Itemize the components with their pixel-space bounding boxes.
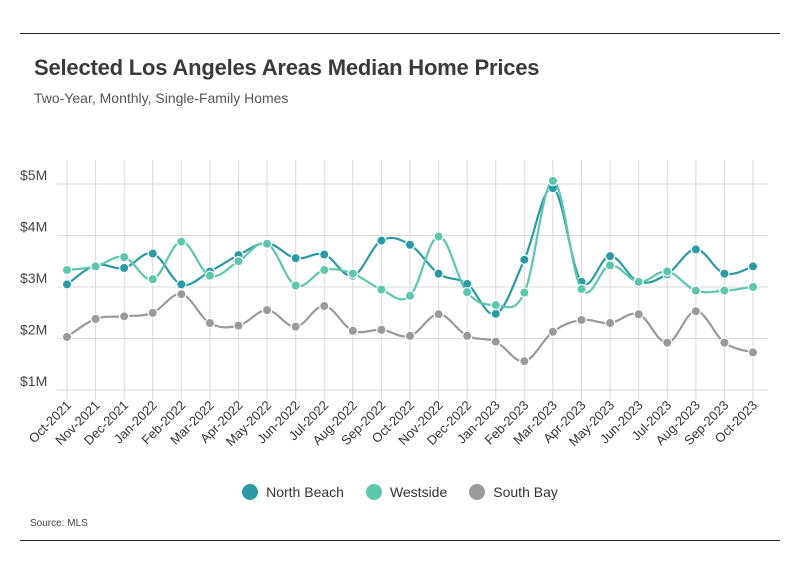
data-point-south-bay xyxy=(519,355,530,367)
data-point-westside xyxy=(376,284,387,295)
data-point-south-bay xyxy=(347,325,359,336)
data-point-south-bay xyxy=(61,331,73,343)
data-point-south-bay xyxy=(147,307,158,318)
data-point-south-bay xyxy=(662,337,673,348)
x-axis-ticks: Oct-2021Nov-2021Dec-2021Jan-2022Feb-2022… xyxy=(26,398,760,449)
data-point-south-bay xyxy=(261,304,273,316)
data-point-south-bay xyxy=(490,336,501,347)
data-point-north-beach xyxy=(147,248,158,259)
y-tick-label: $1M xyxy=(20,373,47,389)
data-point-westside xyxy=(61,264,73,276)
chart-subtitle: Two-Year, Monthly, Single-Family Homes xyxy=(34,90,289,106)
data-point-westside xyxy=(690,285,702,296)
y-tick-label: $4M xyxy=(20,219,47,235)
y-tick-label: $3M xyxy=(20,270,47,286)
data-point-north-beach xyxy=(604,250,616,262)
chart-title: Selected Los Angeles Areas Median Home P… xyxy=(34,55,540,80)
data-point-south-bay xyxy=(376,324,387,335)
grid-lines xyxy=(57,160,768,400)
data-point-north-beach xyxy=(747,261,759,272)
data-point-south-bay xyxy=(90,313,101,325)
data-point-westside xyxy=(604,260,616,271)
data-point-westside xyxy=(519,287,530,298)
data-point-south-bay xyxy=(690,306,702,317)
data-point-westside xyxy=(490,299,501,311)
legend-item-westside[interactable]: Westside xyxy=(365,484,448,500)
series-lines xyxy=(61,175,759,367)
top-rule xyxy=(20,33,780,34)
bottom-rule xyxy=(20,540,780,541)
legend-label-north-beach: North Beach xyxy=(266,484,344,500)
data-point-westside xyxy=(719,285,730,296)
data-point-south-bay xyxy=(404,330,416,342)
data-point-westside xyxy=(433,231,444,242)
legend-swatch-south-bay xyxy=(469,484,486,500)
data-point-westside xyxy=(233,256,244,267)
data-point-north-beach xyxy=(519,254,530,265)
data-point-south-bay xyxy=(118,311,130,322)
legend-item-south-bay[interactable]: South Bay xyxy=(469,484,558,500)
data-point-north-beach xyxy=(176,279,187,290)
data-point-westside xyxy=(261,238,273,249)
legend: North Beach Westside South Bay xyxy=(0,484,800,500)
data-point-north-beach xyxy=(61,279,73,290)
data-point-westside xyxy=(461,286,473,298)
data-point-south-bay xyxy=(719,337,730,348)
data-point-south-bay xyxy=(204,317,216,329)
data-point-westside xyxy=(290,280,301,291)
data-point-north-beach xyxy=(433,268,444,279)
data-point-westside xyxy=(319,264,330,276)
data-point-north-beach xyxy=(376,235,387,246)
data-point-westside xyxy=(118,251,130,263)
data-point-south-bay xyxy=(461,330,473,342)
data-point-north-beach xyxy=(719,268,730,279)
legend-swatch-westside xyxy=(365,484,382,500)
data-point-south-bay xyxy=(176,289,187,300)
y-tick-label: $2M xyxy=(20,322,47,338)
data-point-south-bay xyxy=(547,326,559,338)
data-point-westside xyxy=(662,266,673,277)
data-point-westside xyxy=(176,236,187,247)
legend-swatch-north-beach xyxy=(242,484,259,500)
data-point-westside xyxy=(576,283,587,295)
data-point-south-bay xyxy=(747,347,759,358)
line-chart: $1M $2M $3M $4M $5M Oct-2021Nov-2021Dec-2021… xyxy=(20,160,768,449)
legend-item-north-beach[interactable]: North Beach xyxy=(242,484,344,500)
data-point-westside xyxy=(547,175,559,187)
legend-label-south-bay: South Bay xyxy=(493,484,558,500)
y-tick-label: $5M xyxy=(20,167,47,183)
data-point-westside xyxy=(633,276,644,288)
data-point-south-bay xyxy=(604,317,616,329)
data-point-south-bay xyxy=(576,314,587,326)
data-point-north-beach xyxy=(690,244,702,255)
source-note: Source: MLS xyxy=(30,518,88,529)
data-point-south-bay xyxy=(290,321,301,332)
data-point-south-bay xyxy=(633,309,644,320)
legend-label-westside: Westside xyxy=(389,484,448,500)
data-point-south-bay xyxy=(233,320,244,331)
data-point-north-beach xyxy=(490,308,501,319)
data-point-westside xyxy=(147,274,158,285)
data-point-south-bay xyxy=(319,300,330,312)
data-point-south-bay xyxy=(433,309,444,320)
data-point-westside xyxy=(204,270,216,281)
data-point-north-beach xyxy=(118,262,130,274)
data-point-north-beach xyxy=(319,249,330,260)
data-point-north-beach xyxy=(404,239,416,250)
data-point-westside xyxy=(347,268,359,279)
data-point-westside xyxy=(90,261,101,272)
data-point-westside xyxy=(747,281,759,293)
y-axis-ticks: $1M $2M $3M $4M $5M xyxy=(20,167,47,389)
data-point-north-beach xyxy=(290,252,301,264)
data-point-westside xyxy=(404,290,416,301)
